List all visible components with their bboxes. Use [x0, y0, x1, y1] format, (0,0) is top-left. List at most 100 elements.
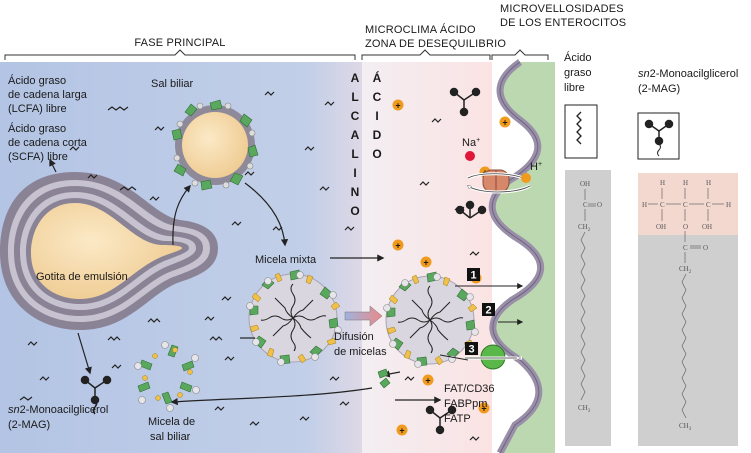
bile-salt-fragments	[377, 368, 391, 389]
svg-text:D: D	[373, 128, 382, 142]
svg-text:CH3: CH3	[679, 422, 692, 432]
label-scfa-line3: (SCFA) libre	[8, 151, 68, 163]
proton-exchange-icon	[521, 173, 531, 183]
svg-text:H: H	[660, 179, 665, 187]
transport-arrows	[439, 283, 524, 361]
svg-text:2: 2	[485, 305, 491, 317]
svg-text:O: O	[597, 201, 602, 209]
svg-text:CH2: CH2	[679, 265, 692, 275]
bile-salt-vesicle	[171, 99, 259, 191]
svg-text:O: O	[683, 223, 688, 231]
svg-text:+: +	[395, 241, 400, 251]
sodium-ion-icon	[465, 151, 475, 161]
mag-molecules-acid-zone	[425, 87, 487, 435]
svg-text:O: O	[350, 204, 359, 218]
brace-microvilli	[491, 49, 549, 60]
header-microclimate-line2: ZONA DE DESEQUILIBRIO	[365, 38, 506, 50]
brace-microclimate	[361, 49, 491, 60]
label-proton: H+	[530, 161, 542, 173]
mag-molecule-bulk	[80, 375, 112, 415]
svg-text:L: L	[351, 90, 358, 104]
label-sn2-mag-line2: (2-MAG)	[8, 419, 50, 431]
flow-arrows	[49, 158, 442, 406]
header-main-phase: FASE PRINCIPAL	[134, 37, 225, 49]
label-ffa-line1: Ácido	[564, 51, 592, 64]
label-mag-right-line1: sn2-Monoacilglicerol	[638, 68, 738, 80]
label-emulsion-droplet: Gotita de emulsión	[36, 271, 128, 283]
header-microclimate-line1: MICROCLIMA ÁCIDO	[365, 23, 476, 36]
vertical-label-alkaline: A L C A L I N O	[350, 71, 359, 218]
ffa-chain-icon	[576, 111, 582, 145]
svg-text:C: C	[373, 90, 382, 104]
label-mag-right-line2: (2-MAG)	[638, 83, 680, 95]
svg-text:A: A	[351, 71, 360, 85]
svg-text:A: A	[351, 128, 360, 142]
bile-salt-micelle	[134, 341, 200, 412]
svg-text:+: +	[482, 168, 487, 178]
ffa-structure: OH C O CH2 CH3	[578, 180, 602, 414]
label-transporter-fabppm: FABPpm	[444, 398, 487, 410]
mag-structure: H H H H C C C H OH O OH C O CH2 CH3	[642, 179, 731, 432]
step-badge-2: 2	[482, 303, 495, 317]
svg-text:C: C	[583, 201, 588, 209]
mixed-micelle-acid-zone	[383, 271, 479, 368]
step-badge-1: 1	[467, 268, 480, 282]
ffa-structure-panel	[565, 170, 611, 446]
label-scfa-line2: de cadena corta	[8, 137, 88, 149]
label-micelle-diffusion-line2: de micelas	[334, 346, 387, 358]
svg-text:H: H	[726, 201, 731, 209]
svg-text:CH2: CH2	[578, 223, 591, 233]
svg-text:H: H	[706, 179, 711, 187]
label-transporter-fatp: FATP	[444, 413, 471, 425]
label-micelle-diffusion-line1: Difusión	[334, 331, 374, 343]
svg-text:CH3: CH3	[578, 404, 591, 414]
step-badge-3: 3	[465, 342, 478, 356]
label-bile-salt: Sal biliar	[151, 78, 194, 90]
svg-text:+: +	[395, 101, 400, 111]
svg-text:C: C	[683, 244, 688, 252]
label-mixed-micelle: Micela mixta	[255, 254, 317, 266]
svg-text:+: +	[502, 118, 507, 128]
svg-text:C: C	[351, 109, 360, 123]
svg-text:1: 1	[470, 270, 476, 282]
header-microvilli-line2: DE LOS ENTEROCITOS	[500, 17, 626, 29]
label-transporter-fatcd36: FAT/CD36	[444, 383, 495, 395]
svg-text:+: +	[399, 426, 404, 436]
svg-text:I: I	[353, 166, 356, 180]
label-sn2-mag-line1: sn2-Monoacilglicerol	[8, 404, 108, 416]
vertical-label-acid: Á C I D O	[372, 70, 381, 161]
svg-text:N: N	[351, 185, 360, 199]
membrane-edge	[491, 61, 541, 453]
svg-text:+: +	[481, 404, 486, 414]
label-sodium: Na+	[462, 137, 480, 149]
svg-text:L: L	[351, 147, 358, 161]
svg-text:C: C	[706, 201, 711, 209]
fatty-acid-transporter	[465, 344, 522, 370]
label-lcfa-line1: Ácido graso	[8, 74, 66, 87]
label-bile-salt-micelle-line1: Micela de	[148, 416, 195, 428]
svg-text:OH: OH	[580, 180, 590, 188]
emulsion-droplet	[0, 172, 218, 330]
mag-chain-panel	[638, 235, 738, 446]
mixed-micelle	[246, 269, 342, 366]
svg-text:O: O	[372, 147, 381, 161]
svg-text:I: I	[375, 109, 378, 123]
svg-text:+: +	[425, 376, 430, 386]
mag-icon	[644, 119, 674, 157]
brace-main-phase	[4, 49, 356, 60]
label-ffa-line3: libre	[564, 82, 585, 94]
svg-text:O: O	[703, 244, 708, 252]
label-bile-salt-micelle-line2: sal biliar	[150, 431, 191, 443]
svg-text:+: +	[423, 258, 428, 268]
label-ffa-line2: graso	[564, 67, 592, 79]
svg-text:Á: Á	[373, 70, 382, 85]
svg-text:H: H	[642, 201, 647, 209]
svg-text:OH: OH	[656, 223, 666, 231]
svg-text:OH: OH	[702, 223, 712, 231]
label-scfa-line1: Ácido graso	[8, 122, 66, 135]
label-lcfa-line2: de cadena larga	[8, 89, 88, 101]
micelle-diffusion-arrow	[344, 305, 383, 327]
svg-text:C: C	[683, 201, 688, 209]
enterocyte-cytoplasm	[492, 62, 555, 453]
